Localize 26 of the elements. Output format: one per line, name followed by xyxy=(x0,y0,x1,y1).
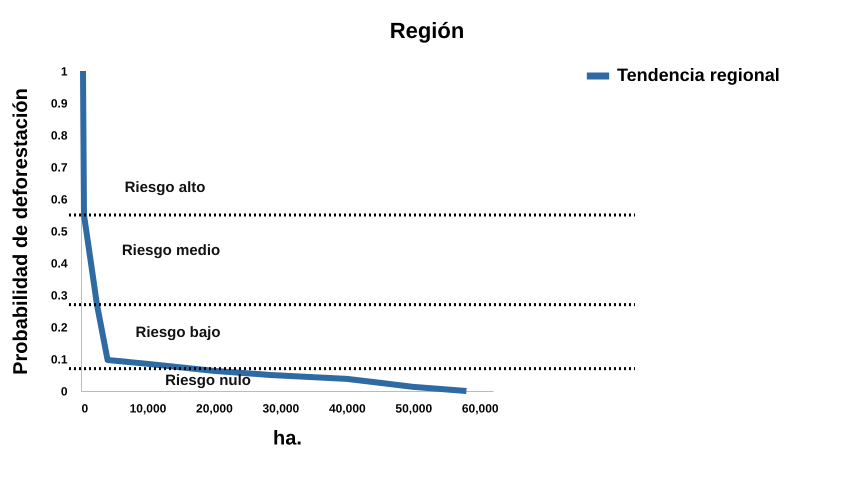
annotation: Riesgo alto xyxy=(124,179,206,196)
annotation: Riesgo bajo xyxy=(135,324,221,341)
annotation: Riesgo medio xyxy=(122,242,220,259)
x-tick-label: 0 xyxy=(82,402,88,416)
y-tick-label: 0.2 xyxy=(50,320,68,334)
y-tick-label: 0.9 xyxy=(50,96,68,110)
y-axis-title: Probabilidad de deforestación xyxy=(10,88,32,375)
y-tick-label: 0.7 xyxy=(50,160,68,174)
chart-title: Región xyxy=(390,18,464,43)
x-tick-label: 50,000 xyxy=(395,402,432,416)
x-axis-title: ha. xyxy=(273,428,302,450)
y-tick-label: 0.4 xyxy=(50,256,68,270)
y-tick-label: 0.6 xyxy=(50,192,68,206)
y-tick-label: 0.3 xyxy=(50,288,68,302)
y-tick-label: 1 xyxy=(60,64,68,78)
y-tick-label: 0.5 xyxy=(50,224,68,238)
x-tick-label: 20,000 xyxy=(196,402,234,416)
y-tick-label: 0.8 xyxy=(50,128,68,142)
x-tick-label: 40,000 xyxy=(328,402,366,416)
annotation: Riesgo nulo xyxy=(165,372,251,389)
x-tick-label: 60,000 xyxy=(462,402,499,416)
x-tick-label: 10,000 xyxy=(130,402,167,416)
x-tick-label: 30,000 xyxy=(262,402,300,416)
legend-label: Tendencia regional xyxy=(617,65,780,85)
y-tick-label: 0.1 xyxy=(50,352,68,366)
y-tick-label: 0 xyxy=(60,384,68,398)
